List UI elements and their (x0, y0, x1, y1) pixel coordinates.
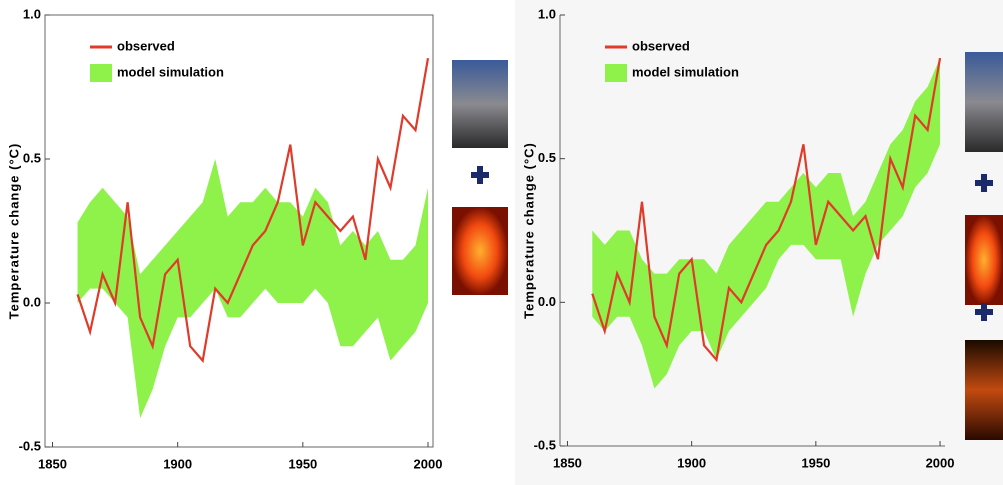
x-tick-label: 1850 (38, 456, 67, 471)
sun-image (452, 207, 508, 295)
chart-panel: -0.5 0.0 0.5 1.0 1850 1900 1950 2000 Temperature… (521, 6, 954, 470)
volcano-image (452, 60, 508, 148)
y-tick-label: 1.0 (23, 6, 41, 21)
y-tick-label: 0.0 (23, 294, 41, 309)
plus-icon (975, 174, 993, 192)
model-band (592, 58, 941, 389)
legend-label: model simulation (632, 64, 739, 79)
x-tick-label: 2000 (414, 456, 443, 471)
y-tick-label: -0.5 (19, 438, 41, 453)
y-tick-label: 1.0 (538, 6, 556, 21)
legend-swatch (605, 64, 627, 82)
y-axis-label: Temperature change (°C) (521, 142, 536, 319)
x-tick-label: 1950 (801, 455, 830, 470)
x-tick-label: 2000 (926, 455, 955, 470)
chart-panel: -0.5 0.0 0.5 1.0 1850 1900 1950 2000 Temperature… (6, 6, 442, 471)
x-tick-label: 1900 (677, 455, 706, 470)
legend-label: observed (117, 38, 175, 53)
plus-icon (471, 166, 489, 184)
y-tick-label: -0.5 (534, 437, 556, 452)
volcano-image (965, 52, 1003, 152)
x-tick-label: 1950 (288, 456, 317, 471)
observed-line (76, 58, 430, 364)
y-tick-label: 0.0 (538, 294, 556, 309)
sun-image (965, 215, 1003, 305)
x-tick-label: 1850 (553, 455, 582, 470)
legend-swatch (90, 64, 112, 82)
fire-image (965, 340, 1003, 440)
plus-icon (975, 303, 993, 321)
y-tick-label: 0.5 (23, 150, 41, 165)
y-axis-label: Temperature change (°C) (6, 143, 21, 320)
x-tick-label: 1900 (163, 456, 192, 471)
forcing-icons (452, 52, 1003, 440)
model-band (77, 159, 428, 419)
observed-line (591, 57, 942, 363)
y-tick-label: 0.5 (538, 150, 556, 165)
legend-label: observed (632, 38, 690, 53)
legend-label: model simulation (117, 64, 224, 79)
